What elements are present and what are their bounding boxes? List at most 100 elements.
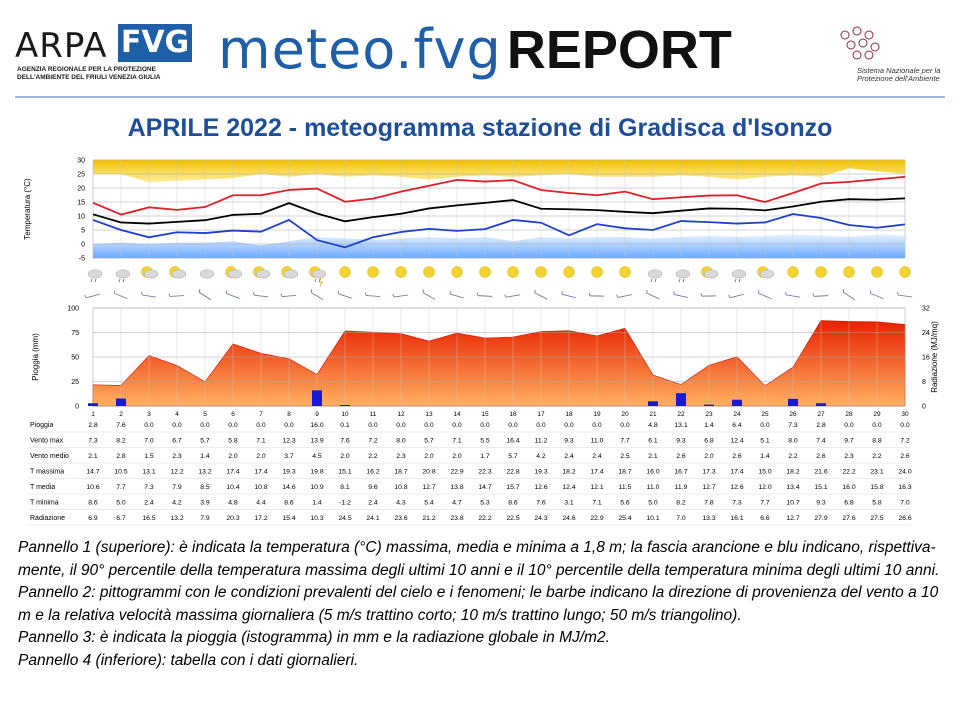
x-tick-label: 15 <box>481 411 489 418</box>
table-cell: 2.3 <box>844 453 854 460</box>
table-cell: 2.4 <box>564 453 574 460</box>
table-cell: 2.6 <box>732 453 742 460</box>
table-cell: 2.0 <box>452 453 462 460</box>
table-cell: 0.0 <box>144 422 154 429</box>
table-cell: 11.0 <box>591 438 604 445</box>
table-cell: 6.7 <box>116 515 126 522</box>
wind-barb-icon <box>422 289 436 300</box>
caption-panel-4: Pannello 4 (inferiore): tabella con i da… <box>18 651 359 669</box>
table-cell: 10.4 <box>226 484 239 491</box>
table-cell: 12.1 <box>590 484 603 491</box>
table-cell: 17.4 <box>226 469 239 476</box>
table-cell: 1.4 <box>704 422 714 429</box>
table-cell: 8.1 <box>340 484 350 491</box>
rain-bar <box>312 390 322 406</box>
sun-shape <box>843 266 855 278</box>
table-cell: 22.9 <box>590 515 603 522</box>
sun-cloud-icon <box>253 266 271 279</box>
table-cell: 7.9 <box>172 484 182 491</box>
table-cell: 11.5 <box>619 484 632 491</box>
rain-y-tick-label: 25 <box>71 379 79 386</box>
table-cell: 22.5 <box>506 515 519 522</box>
table-cell: 21.6 <box>814 469 827 476</box>
rain-drop <box>654 278 657 283</box>
table-cell: 12.6 <box>534 484 547 491</box>
table-cell: 19.8 <box>310 469 323 476</box>
wind-barb-shaft <box>898 294 912 298</box>
cloud-shape <box>143 269 159 279</box>
table-cell: 14.7 <box>478 484 491 491</box>
table-cell: 13.4 <box>786 484 799 491</box>
x-tick-label: 5 <box>203 411 207 418</box>
table-cell: 1.5 <box>144 453 154 460</box>
temp-y-tick-label: 25 <box>77 172 85 179</box>
sun-shape <box>479 266 491 278</box>
table-cell: 13.1 <box>674 422 687 429</box>
fvg-word: FVG <box>118 24 192 62</box>
rain-drop <box>678 278 681 283</box>
table-cell: 3.1 <box>564 500 574 507</box>
table-cell: 0.1 <box>340 422 350 429</box>
table-cell: 9.6 <box>368 484 378 491</box>
x-tick-label: 8 <box>287 411 291 418</box>
table-cell: 2.6 <box>676 453 686 460</box>
table-cell: 26.6 <box>898 515 911 522</box>
table-cell: 2.4 <box>144 500 154 507</box>
radiation-y-tick-label: 0 <box>922 404 926 411</box>
temp-y-tick-label: 30 <box>77 158 85 165</box>
wind-barb-icon <box>449 290 464 299</box>
table-cell: 22.9 <box>450 469 463 476</box>
table-cell: 9.3 <box>564 438 574 445</box>
cloud-icon <box>199 269 215 279</box>
table-cell: 7.1 <box>256 438 266 445</box>
wind-barb-tick <box>534 289 536 293</box>
sun-shape <box>339 266 351 278</box>
wind-barb-tick <box>252 291 255 296</box>
table-cell: 8.8 <box>872 438 882 445</box>
rain-drop <box>682 278 685 283</box>
wind-barb-shaft <box>198 291 212 301</box>
table-cell: 0.0 <box>284 422 294 429</box>
p90-band <box>93 160 905 183</box>
table-cell: 7.2 <box>368 438 378 445</box>
wind-barb-icon <box>392 293 408 298</box>
table-cell: 12.7 <box>422 484 435 491</box>
header: ARPA FVG agenzia regionale per la protez… <box>0 0 960 100</box>
table-cell: 12.4 <box>730 438 743 445</box>
wind-barb-shaft <box>870 293 884 299</box>
table-cell: 0.0 <box>424 422 434 429</box>
table-cell: 2.6 <box>816 453 826 460</box>
radiation-y-tick-label: 16 <box>922 355 930 362</box>
wind-barb-shaft <box>142 294 156 298</box>
table-cell: 3.7 <box>284 453 294 460</box>
wind-barb-icon <box>897 291 912 298</box>
table-cell: 0.0 <box>508 422 518 429</box>
wind-barb-shaft <box>114 292 128 300</box>
sun-shape <box>395 266 407 278</box>
x-tick-label: 20 <box>621 411 629 418</box>
table-cell: 4.2 <box>536 453 546 460</box>
table-cell: 0.0 <box>760 422 770 429</box>
table-cell: 9.3 <box>816 500 826 507</box>
wind-barb-tick <box>870 290 872 294</box>
wind-barb-shaft <box>618 294 632 298</box>
table-cell: 9.3 <box>676 438 686 445</box>
rain-y-tick-label: 75 <box>71 330 79 337</box>
cloud-shape <box>311 269 327 279</box>
wind-barb-tick <box>646 289 648 294</box>
x-tick-label: 29 <box>873 411 881 418</box>
sun-icon <box>591 266 603 278</box>
table-cell: 5.7 <box>424 438 434 445</box>
wind-barb-icon <box>700 292 717 297</box>
table-cell: 22.2 <box>478 515 491 522</box>
table-cell: 18.7 <box>618 469 631 476</box>
x-tick-label: 23 <box>705 411 713 418</box>
table-cell: 6.7 <box>172 438 182 445</box>
table-cell: 16.7 <box>674 469 687 476</box>
sun-cloud-icon <box>757 266 775 279</box>
rain-bar <box>788 398 798 406</box>
wind-barb-tick <box>616 294 619 298</box>
wind-barb-tick <box>728 294 731 298</box>
table-cell: 6.1 <box>648 438 658 445</box>
wind-barb-tick <box>198 289 201 293</box>
